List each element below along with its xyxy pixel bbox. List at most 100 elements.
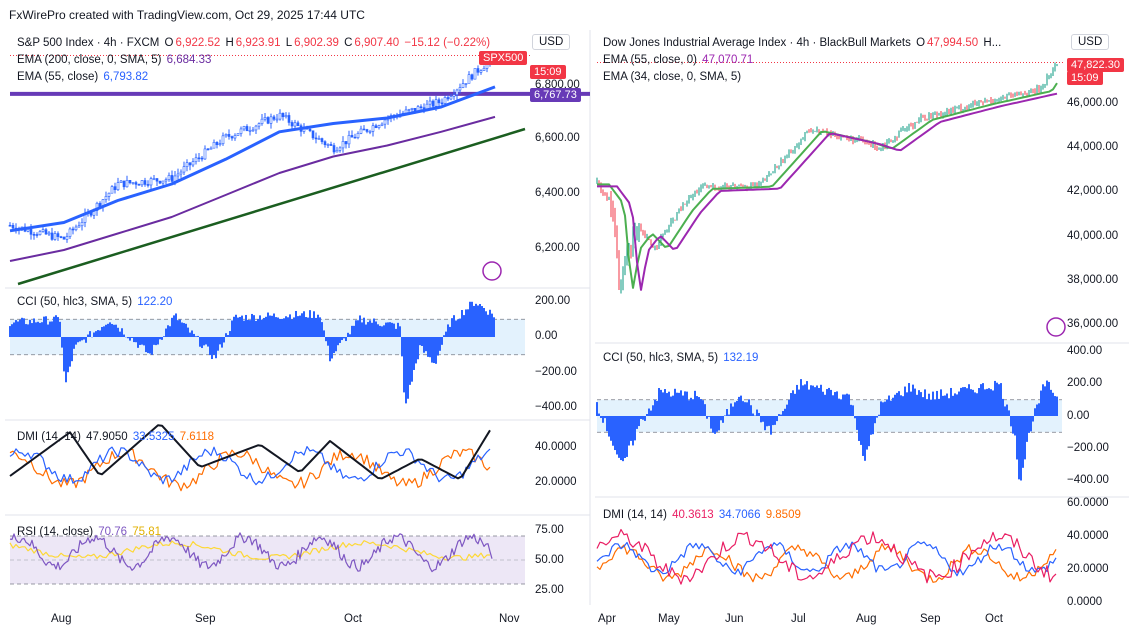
spx-trendline [17, 127, 526, 286]
dow-ema55-label: EMA (55, close, 0) [603, 54, 697, 66]
spx-candle [71, 228, 75, 231]
spx-candle [254, 125, 258, 131]
spx-candle [140, 180, 144, 186]
dow-tick-36000: 36,000.00 [1067, 318, 1119, 330]
spx-candle [35, 234, 39, 236]
header-credit: FxWirePro created with TradingView.com, … [9, 8, 365, 22]
spx-candle [323, 141, 327, 146]
spx-candle [224, 134, 228, 137]
dow-cci-tick-m400: −400.00 [1067, 474, 1109, 486]
spx-candle [293, 122, 297, 127]
spx-candle [68, 228, 72, 237]
spx-candle [473, 68, 477, 80]
spx-candle [230, 136, 234, 139]
spx-candle [446, 97, 450, 100]
spx-candle [41, 229, 45, 232]
spx-legend-title: S&P 500 Index · 4h · FXCM O 6,922.52 H 6,9… [17, 36, 492, 50]
spx-change: −15.12 (−0.22%) [404, 37, 491, 49]
spx-rsi-label: RSI (14, close) [17, 526, 94, 538]
spx-candle [92, 210, 96, 216]
spx-candle [44, 229, 48, 235]
spx-candle [149, 178, 153, 186]
spx-candle [170, 175, 174, 182]
spx-close: 6,907.40 [354, 37, 400, 49]
spx-candle [470, 74, 474, 80]
spx-candle [269, 116, 273, 124]
dow-ema34-legend: EMA (34, close, 0, SMA, 5) [603, 70, 743, 84]
spx-candle [245, 126, 249, 132]
spx-dmi-legend: DMI (14, 14) 47.9050 33.5325 7.6118 [17, 430, 216, 444]
spx-candle [20, 226, 24, 229]
spx-candle [377, 125, 381, 128]
spx-candle [440, 102, 444, 105]
spx-candle [482, 68, 486, 71]
spx-candle [422, 107, 426, 112]
dow-cci-band [597, 399, 1062, 433]
spx-candle [461, 83, 465, 88]
dow-ema55-line [597, 92, 1058, 291]
spx-xtick-oct: Oct [344, 613, 362, 625]
dow-dmi-legend: DMI (14, 14) 40.3613 34.7066 9.8509 [603, 508, 803, 522]
spx-c-label: C [344, 37, 353, 49]
spx-candle [383, 119, 387, 125]
spx-rsi-value: 70.76 [98, 526, 128, 538]
spx-candle [47, 232, 51, 235]
spx-candle [326, 144, 330, 146]
spx-low: 6,902.39 [294, 37, 339, 49]
spx-ema55-value: 6,793.82 [103, 71, 149, 83]
spx-candle [137, 184, 141, 186]
spx-candle [314, 137, 318, 140]
spx-candle [236, 133, 240, 136]
spx-dmi-tick-20: 20.0000 [535, 476, 577, 488]
spx-currency-button[interactable]: USD [532, 34, 571, 50]
dow-dmi-tick-20: 20.0000 [1067, 563, 1109, 575]
spx-h-label: H [225, 37, 234, 49]
spx-candle [32, 234, 36, 236]
spx-candle [452, 94, 456, 97]
spx-cci-legend: CCI (50, hlc3, SMA, 5) 122.20 [17, 295, 174, 309]
spx-dmi-minus-line [9, 448, 491, 492]
spx-candle [104, 196, 108, 200]
spx-candle [290, 122, 294, 127]
spx-ema55-label: EMA (55, close) [17, 71, 99, 83]
spx-candle [308, 128, 312, 132]
dow-dmi-tick-0: 0.0000 [1067, 596, 1103, 608]
spx-candle [350, 135, 354, 138]
dow-price-tag: 47,822.30 [1067, 58, 1124, 72]
dow-dmi-tick-40: 40.0000 [1067, 530, 1109, 542]
dow-xtick-jun: Jun [725, 613, 744, 625]
dow-currency-button[interactable]: USD [1071, 34, 1110, 50]
spx-candle [65, 236, 69, 240]
spx-candle [212, 142, 216, 149]
spx-candle [185, 162, 189, 167]
spx-candle [305, 127, 309, 130]
spx-rsi-band [10, 536, 525, 584]
spx-candle [476, 68, 480, 73]
spx-candle [428, 100, 432, 105]
spx-candle [299, 125, 303, 132]
spx-candle [329, 144, 333, 146]
spx-candle [311, 130, 315, 139]
spx-candle [200, 157, 204, 160]
spx-candle [251, 129, 255, 132]
spx-candle [398, 114, 402, 118]
spx-level-tag: 6,767.73 [530, 88, 581, 102]
dow-tick-44000: 44,000.00 [1067, 141, 1119, 153]
dow-dmi-adx-line [596, 528, 1057, 585]
spx-cci-tick-m200: −200.00 [535, 366, 577, 378]
spx-cci-label: CCI (50, hlc3, SMA, 5) [17, 296, 133, 308]
spx-candle [281, 112, 285, 118]
spx-ema200-value: 6,684.33 [166, 54, 212, 66]
spx-rsi-tick-75: 75.00 [535, 524, 564, 536]
spx-candle [275, 118, 279, 121]
spx-candle [131, 182, 135, 184]
spx-candle [116, 182, 120, 190]
spx-candle [62, 236, 66, 240]
dow-tv-logo-icon [1046, 317, 1066, 337]
spx-candle [413, 107, 417, 112]
spx-candle [176, 173, 180, 177]
spx-rsi-legend: RSI (14, close) 70.76 75.81 [17, 525, 163, 539]
spx-candle [233, 135, 237, 139]
dow-dmi-adx: 40.3613 [672, 509, 714, 521]
spx-candle [362, 128, 366, 131]
